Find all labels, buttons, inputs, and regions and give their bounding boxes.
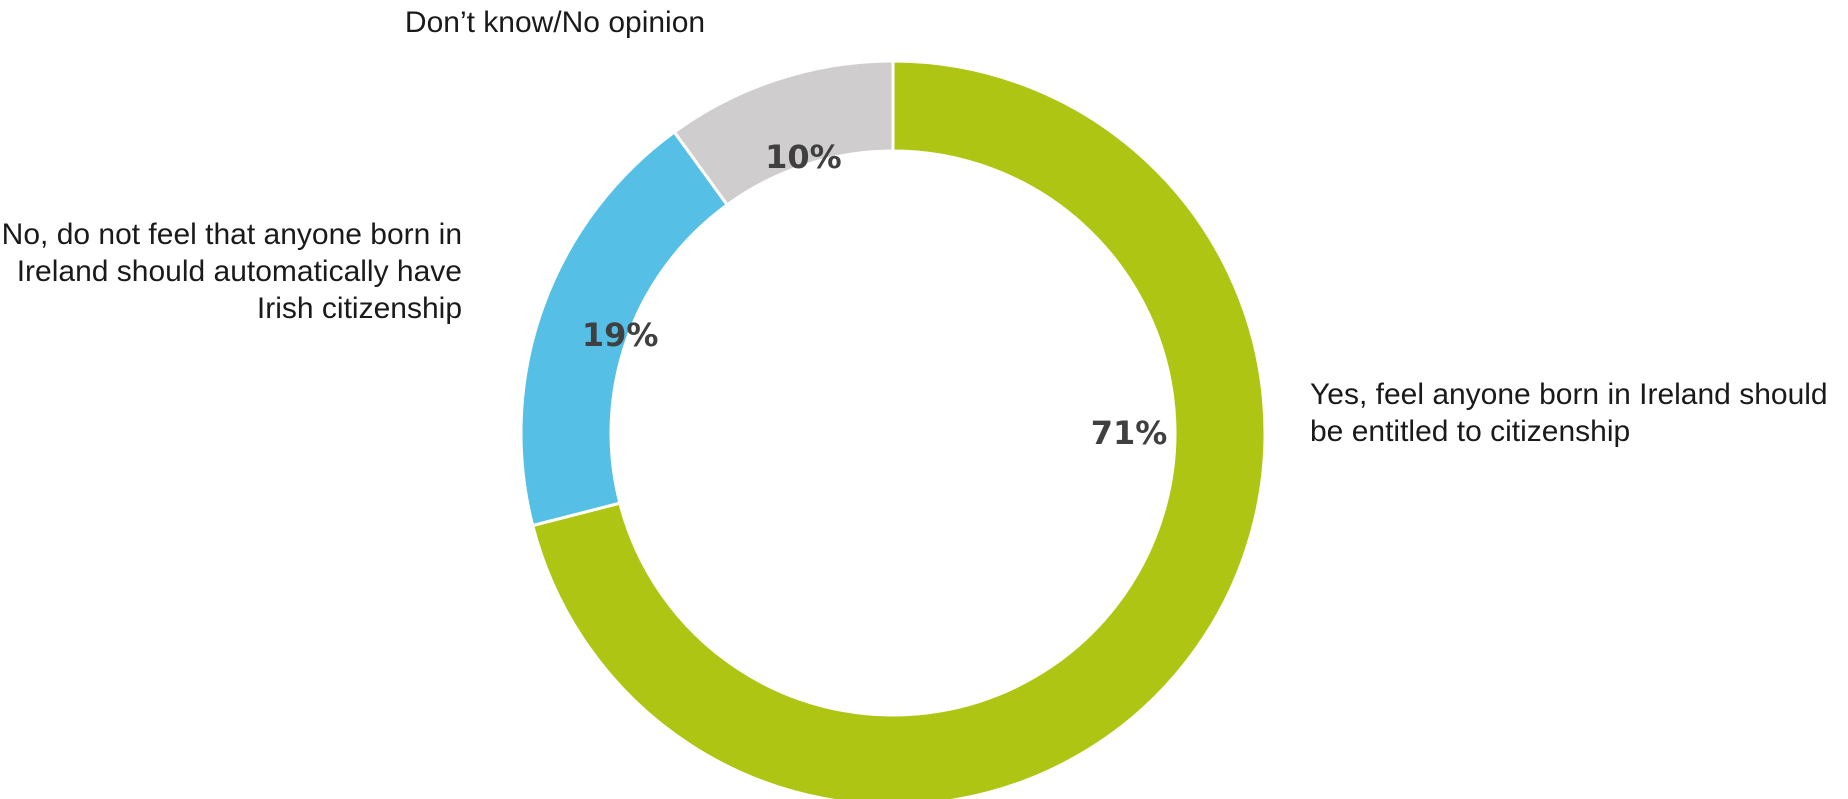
slice-yes <box>530 59 1267 799</box>
data-label-no: 19% <box>582 316 659 354</box>
category-label-yes: Yes, feel anyone born in Ireland should … <box>1310 378 1828 448</box>
category-label-dont-know: Don’t know/No opinion <box>404 6 706 39</box>
data-label-yes: 71% <box>1091 414 1168 452</box>
category-label-no: No, do not feel that anyone born in Irel… <box>1 218 462 325</box>
data-label-dont-know: 10% <box>765 138 842 176</box>
slice-dont-know <box>672 59 895 207</box>
